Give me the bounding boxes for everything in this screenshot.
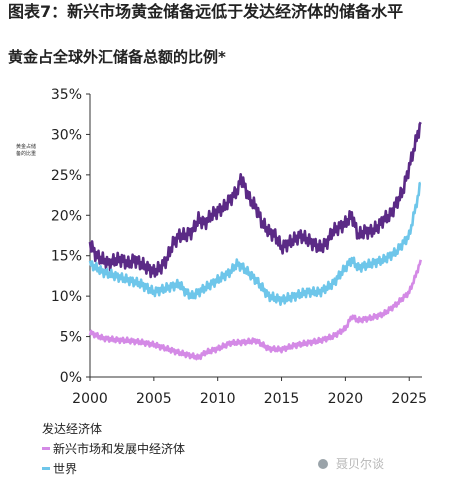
y-tick-label: 0%: [60, 370, 82, 386]
legend-swatch-emerging: [42, 446, 50, 450]
y-tick-label: 10%: [51, 289, 82, 305]
legend-heading: 发达经济体: [42, 422, 103, 436]
x-tick-label: 2010: [200, 391, 236, 407]
y-tick-label: 35%: [51, 87, 82, 103]
x-tick-label: 2025: [391, 391, 427, 407]
y-axis-label: 黄金占储备的比重: [16, 144, 37, 157]
figure-title: 图表7：新兴市场黄金储备远低于发达经济体的储备水平: [8, 2, 404, 21]
legend-label-world: 世界: [53, 461, 78, 476]
series-line: [88, 181, 422, 306]
legend-item-emerging: 新兴市场和发展中经济体: [42, 440, 185, 456]
x-tick-label: 2000: [72, 391, 108, 407]
series-line: [88, 259, 422, 361]
y-tick-label: 5%: [60, 330, 82, 346]
legend-label-emerging: 新兴市场和发展中经济体: [53, 441, 186, 456]
watermark: 聂贝尔谈: [318, 455, 384, 472]
y-tick-label: 30%: [51, 127, 82, 143]
series-line: [88, 121, 422, 279]
watermark-text: 聂贝尔谈: [336, 457, 385, 471]
x-tick-label: 2020: [328, 391, 364, 407]
legend-item-world: 世界: [42, 460, 77, 476]
legend-swatch-world: [42, 466, 50, 470]
y-tick-label: 20%: [51, 208, 82, 224]
wechat-icon: [318, 458, 328, 469]
x-tick-label: 2015: [264, 391, 300, 407]
y-tick-label: 15%: [51, 249, 82, 265]
chart-title: 黄金占全球外汇储备总额的比例*: [8, 48, 226, 66]
y-tick-label: 25%: [51, 168, 82, 184]
x-tick-label: 2005: [136, 391, 172, 407]
